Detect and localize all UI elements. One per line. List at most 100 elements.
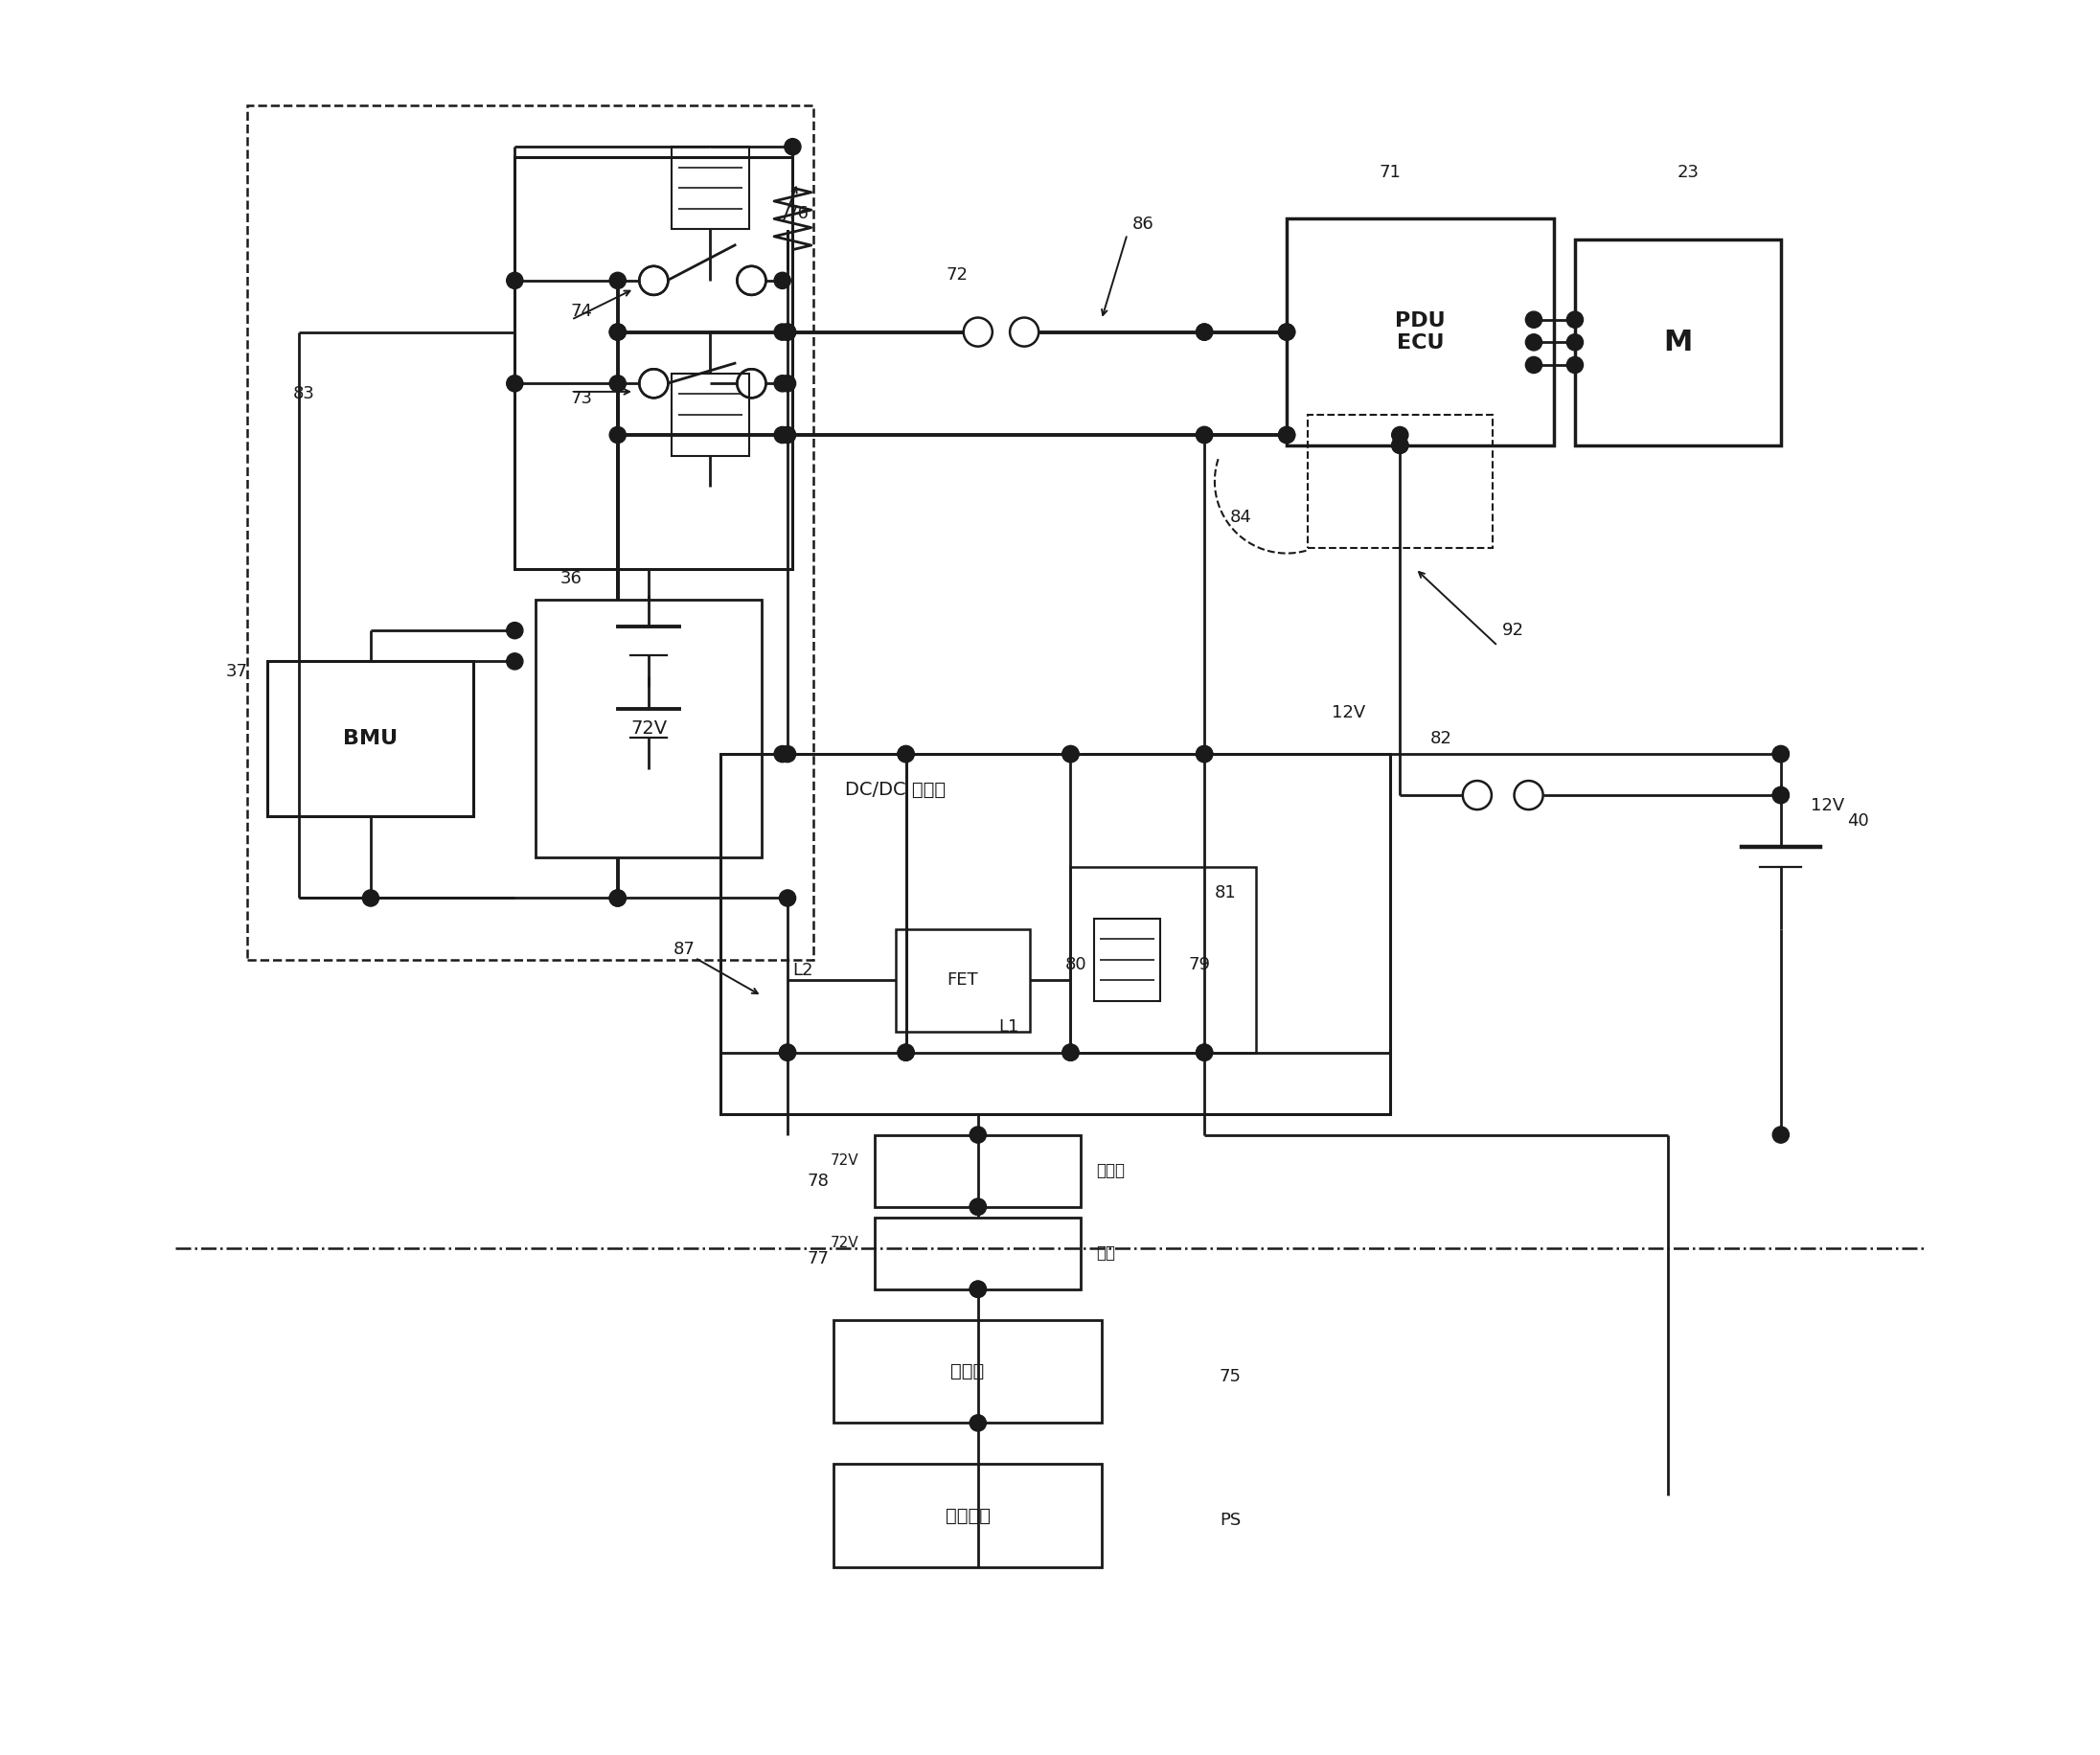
Circle shape xyxy=(363,890,378,906)
Circle shape xyxy=(1772,746,1789,762)
Circle shape xyxy=(1279,323,1296,340)
Circle shape xyxy=(506,653,523,670)
Bar xyxy=(267,662,475,816)
Circle shape xyxy=(775,272,790,290)
Circle shape xyxy=(1197,426,1212,444)
Circle shape xyxy=(897,1044,914,1060)
Bar xyxy=(834,1464,1103,1567)
Circle shape xyxy=(1279,426,1296,444)
Circle shape xyxy=(1525,311,1541,328)
Bar xyxy=(720,755,1390,1114)
Circle shape xyxy=(779,376,796,391)
Circle shape xyxy=(1567,311,1583,328)
Text: 87: 87 xyxy=(674,941,695,958)
Circle shape xyxy=(1392,437,1409,453)
Text: 84: 84 xyxy=(1228,509,1252,526)
Circle shape xyxy=(1567,333,1583,351)
Circle shape xyxy=(897,746,914,762)
Text: 车两侧: 车两侧 xyxy=(1096,1162,1126,1179)
Circle shape xyxy=(970,1199,987,1214)
Text: 86: 86 xyxy=(1132,216,1153,233)
Bar xyxy=(834,1320,1103,1423)
Circle shape xyxy=(1063,746,1079,762)
Text: 77: 77 xyxy=(806,1250,830,1267)
Circle shape xyxy=(1197,426,1212,444)
Circle shape xyxy=(506,376,523,391)
Text: 72V: 72V xyxy=(830,1153,859,1167)
Circle shape xyxy=(970,1281,987,1297)
Circle shape xyxy=(970,1415,987,1432)
Text: PS: PS xyxy=(1220,1513,1241,1529)
Circle shape xyxy=(609,890,626,906)
Bar xyxy=(536,600,762,856)
Circle shape xyxy=(1197,1044,1212,1060)
Text: 12V: 12V xyxy=(1331,704,1365,721)
Text: 75: 75 xyxy=(1220,1369,1241,1385)
Bar xyxy=(876,1218,1082,1290)
Text: 12V: 12V xyxy=(1810,797,1844,814)
Circle shape xyxy=(1567,356,1583,374)
Circle shape xyxy=(1197,323,1212,340)
Text: 74: 74 xyxy=(571,304,592,319)
Circle shape xyxy=(609,376,626,391)
Circle shape xyxy=(779,1044,796,1060)
Text: 充电器: 充电器 xyxy=(951,1362,985,1381)
Bar xyxy=(672,147,750,230)
Circle shape xyxy=(779,890,796,906)
Text: 76: 76 xyxy=(788,205,809,223)
Circle shape xyxy=(1279,426,1296,444)
Text: 71: 71 xyxy=(1380,163,1401,181)
Circle shape xyxy=(1525,333,1541,351)
Circle shape xyxy=(1063,1044,1079,1060)
Circle shape xyxy=(1197,1044,1212,1060)
Circle shape xyxy=(779,746,796,762)
Circle shape xyxy=(609,426,626,444)
Circle shape xyxy=(779,323,796,340)
Bar xyxy=(248,105,813,960)
Circle shape xyxy=(506,623,523,639)
Bar xyxy=(1287,219,1554,446)
Circle shape xyxy=(897,746,914,762)
Circle shape xyxy=(1197,746,1212,762)
Circle shape xyxy=(1063,1044,1079,1060)
Text: FET: FET xyxy=(947,972,979,990)
Text: 40: 40 xyxy=(1848,813,1869,830)
Text: 36: 36 xyxy=(561,570,582,588)
Text: 80: 80 xyxy=(1065,956,1086,974)
Circle shape xyxy=(1772,786,1789,804)
Circle shape xyxy=(785,139,800,154)
Bar xyxy=(1071,867,1256,1053)
Text: 23: 23 xyxy=(1678,163,1699,181)
Text: 72: 72 xyxy=(947,267,968,284)
Text: 72V: 72V xyxy=(630,720,668,737)
Circle shape xyxy=(609,272,626,290)
Circle shape xyxy=(1197,323,1212,340)
Bar xyxy=(1308,414,1493,548)
Circle shape xyxy=(1392,437,1409,453)
Text: 73: 73 xyxy=(571,390,592,407)
Text: L1: L1 xyxy=(1000,1018,1019,1035)
Circle shape xyxy=(1772,746,1789,762)
Text: 外部电源: 外部电源 xyxy=(945,1506,991,1525)
Text: 79: 79 xyxy=(1189,956,1210,974)
Text: L2: L2 xyxy=(792,962,813,979)
Text: 92: 92 xyxy=(1502,621,1525,639)
Circle shape xyxy=(775,376,790,391)
Circle shape xyxy=(779,426,796,444)
Text: BMU: BMU xyxy=(342,728,399,748)
Text: 72V: 72V xyxy=(830,1236,859,1250)
Bar xyxy=(514,156,792,569)
Text: 外部: 外部 xyxy=(1096,1244,1115,1262)
Text: 81: 81 xyxy=(1214,885,1237,902)
Circle shape xyxy=(1772,1127,1789,1143)
Bar xyxy=(876,1135,1082,1207)
Circle shape xyxy=(775,746,790,762)
Circle shape xyxy=(609,323,626,340)
Circle shape xyxy=(897,1044,914,1060)
Circle shape xyxy=(775,426,790,444)
Circle shape xyxy=(1197,746,1212,762)
Bar xyxy=(672,374,750,456)
Circle shape xyxy=(970,1199,987,1214)
Circle shape xyxy=(609,323,626,340)
Text: 82: 82 xyxy=(1430,730,1451,748)
